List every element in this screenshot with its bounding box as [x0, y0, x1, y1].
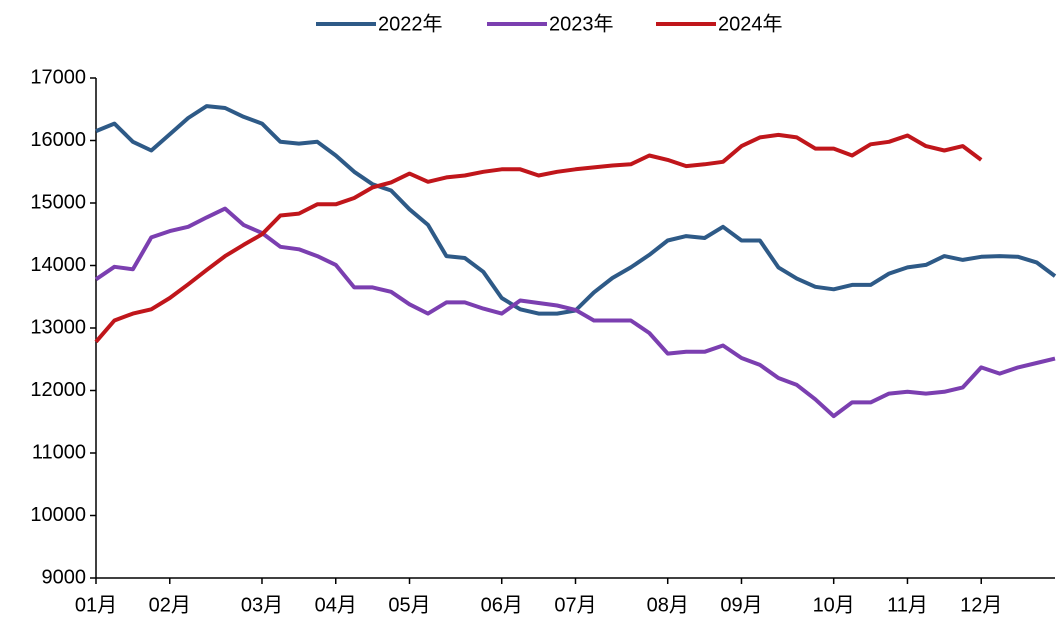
legend-label: 2022年 [378, 12, 443, 35]
x-tick-label: 05月 [388, 594, 430, 616]
y-tick-label: 14000 [30, 254, 86, 276]
y-tick-label: 13000 [30, 316, 86, 338]
y-tick-label: 16000 [30, 129, 86, 151]
y-tick-label: 15000 [30, 191, 86, 213]
x-tick-label: 08月 [647, 594, 689, 616]
y-tick-label: 9000 [42, 566, 87, 588]
x-tick-label: 01月 [75, 594, 117, 616]
y-tick-label: 11000 [32, 441, 86, 463]
legend-label: 2024年 [718, 12, 783, 35]
x-tick-label: 03月 [241, 594, 283, 616]
x-tick-label: 06月 [481, 594, 523, 616]
series-line [94, 132, 983, 344]
x-tick-label: 02月 [149, 594, 191, 616]
x-tick-label: 12月 [960, 594, 1002, 616]
x-tick-label: 07月 [554, 594, 596, 616]
x-tick-label: 10月 [813, 594, 855, 616]
x-tick-label: 09月 [720, 594, 762, 616]
legend-label: 2023年 [549, 12, 614, 35]
series-line [94, 206, 1056, 419]
y-tick-label: 12000 [30, 379, 86, 401]
x-tick-label: 11月 [887, 594, 928, 616]
x-tick-label: 04月 [315, 594, 357, 616]
y-tick-label: 10000 [30, 504, 86, 526]
y-tick-label: 17000 [30, 66, 86, 88]
